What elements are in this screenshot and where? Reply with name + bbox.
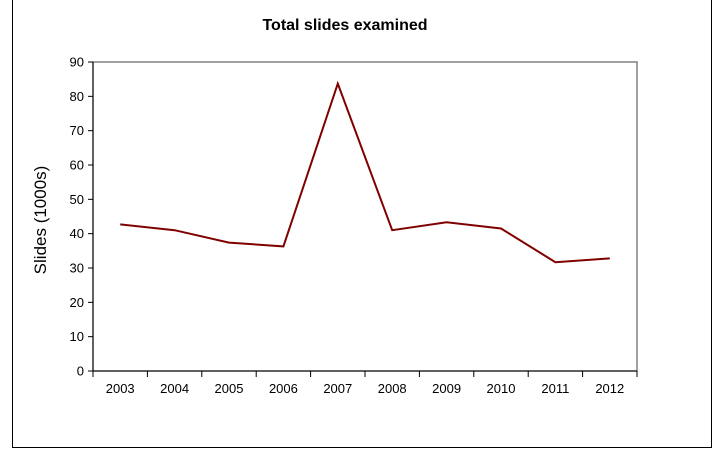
y-tick-label: 50	[70, 192, 84, 207]
y-tick-label: 10	[70, 329, 84, 344]
y-tick-label: 60	[70, 158, 84, 173]
chart-frame	[12, 0, 712, 448]
y-tick-label: 70	[70, 123, 84, 138]
x-tick-label: 2011	[541, 381, 569, 396]
y-axis-label: Slides (1000s)	[31, 166, 50, 275]
y-tick-label: 90	[70, 55, 84, 70]
y-tick-label: 30	[70, 261, 84, 276]
x-tick-label: 2012	[595, 381, 624, 396]
x-tick-label: 2003	[106, 381, 135, 396]
y-tick-label: 20	[70, 295, 84, 310]
y-tick-label: 0	[77, 364, 84, 379]
series-line	[120, 80, 610, 264]
x-tick-label: 2004	[160, 381, 189, 396]
x-tick-label: 2007	[323, 381, 352, 396]
x-tick-label: 2009	[432, 381, 461, 396]
x-tick-label: 2006	[269, 381, 298, 396]
plot-border	[92, 61, 638, 372]
chart-title: Total slides examined	[262, 17, 427, 34]
y-tick-label: 80	[70, 89, 84, 104]
plot-area: 0 10 20 30 40 50 60 70 80 90 2003 2004 2005 2006 2007 2…	[70, 55, 638, 396]
x-tick-label: 2010	[487, 381, 516, 396]
x-tick-label: 2008	[378, 381, 407, 396]
x-tick-label: 2005	[215, 381, 244, 396]
y-tick-label: 40	[70, 226, 84, 241]
